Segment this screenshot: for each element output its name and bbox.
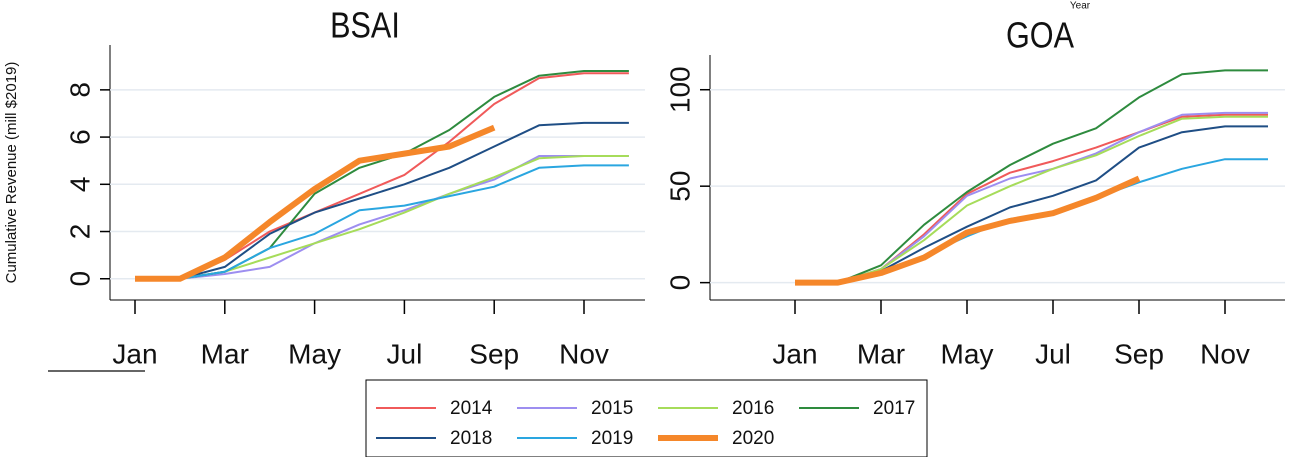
- series-line: [795, 69, 1268, 284]
- x-tick-label: Nov: [1200, 338, 1250, 369]
- plot-area: [710, 55, 1285, 300]
- x-tick-label: Jul: [387, 338, 423, 369]
- x-tick-label: May: [941, 338, 994, 369]
- x-tick-label: Sep: [1114, 338, 1164, 369]
- y-tick-label: 8: [64, 82, 95, 98]
- y-axis-label: Cumulative Revenue (mill $2019): [3, 62, 20, 284]
- x-tick-label: Nov: [559, 338, 609, 369]
- x-tick-label: Jan: [112, 338, 157, 369]
- legend-label: 2015: [591, 398, 633, 419]
- y-tick-label: 0: [64, 271, 95, 287]
- series-line: [135, 121, 629, 280]
- y-tick-label: 2: [64, 224, 95, 240]
- legend-label: 2014: [450, 398, 493, 419]
- chart-title: GOA: [1006, 16, 1075, 56]
- x-tick-label: Jan: [772, 338, 817, 369]
- legend-label: 2018: [450, 428, 492, 449]
- legend-label: 2019: [591, 428, 633, 449]
- y-tick-label: 6: [64, 129, 95, 145]
- legend-label: 2017: [873, 398, 915, 419]
- x-tick-label: Sep: [469, 338, 519, 369]
- legend-label: 2020: [732, 428, 774, 449]
- series-line: [135, 164, 629, 280]
- x-tick-label: Mar: [201, 338, 249, 369]
- y-tick-label: 0: [664, 275, 695, 291]
- legend-label: 2016: [732, 398, 774, 419]
- legend-title: Year: [1070, 1, 1091, 12]
- y-tick-label: 4: [64, 177, 95, 193]
- x-tick-label: May: [288, 338, 341, 369]
- x-tick-label: Mar: [857, 338, 905, 369]
- series-line: [135, 155, 629, 280]
- y-tick-label: 100: [664, 66, 695, 113]
- series-line: [795, 115, 1268, 284]
- series-line: [135, 124, 496, 282]
- chart-title: BSAI: [330, 6, 400, 46]
- y-tick-label: 50: [664, 171, 695, 202]
- series-line: [795, 175, 1141, 286]
- x-tick-label: Jul: [1035, 338, 1071, 369]
- legend-box: [365, 379, 928, 457]
- plot-area: [110, 45, 645, 300]
